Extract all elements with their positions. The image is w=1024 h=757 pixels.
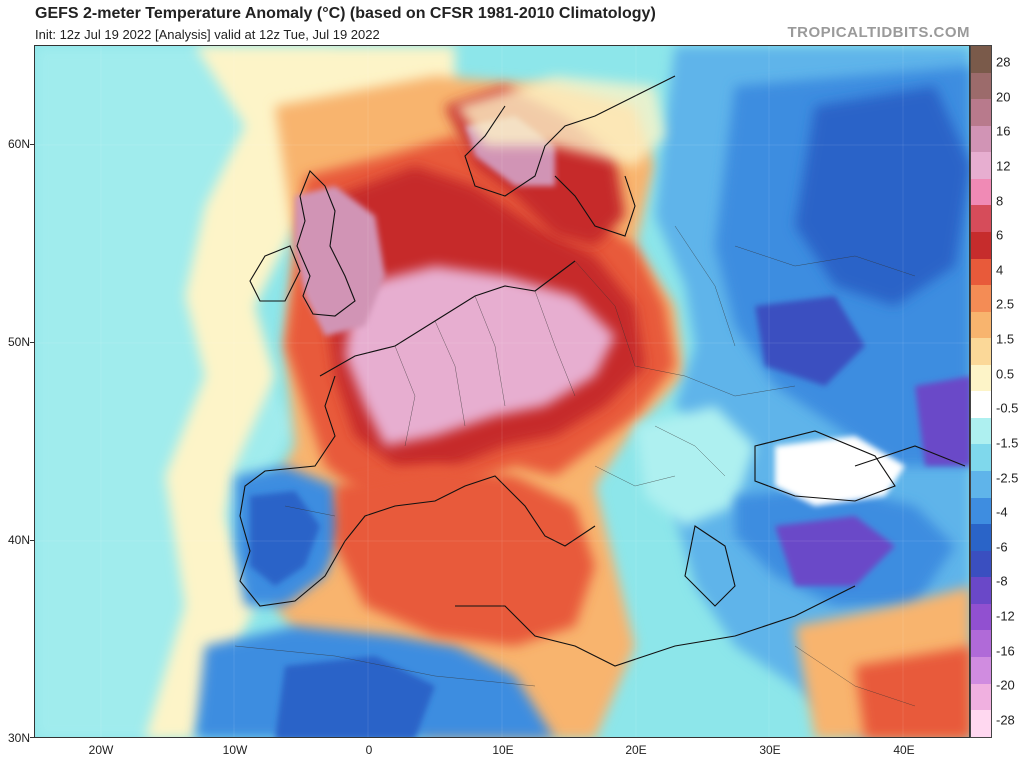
colorbar-label: -2.5 [996,470,1019,486]
colorbar-label: -16 [996,643,1015,659]
colorbar-segment [971,710,991,737]
lat-label-40n: 40N [7,533,30,547]
colorbar-segment [971,338,991,365]
colorbar-label: -8 [996,573,1008,589]
colorbar-segment [971,364,991,392]
colorbar-segment [971,178,991,206]
colorbar-segment [971,417,991,445]
lon-label-10e: 10E [492,743,514,757]
colorbar-segment [971,683,991,711]
country-borders [234,225,916,707]
colorbar-segment [971,524,991,551]
colorbar-label: 0.5 [996,366,1015,382]
lat-tick [30,342,34,343]
colorbar-segment [971,72,991,100]
colorbar-label: 20 [996,89,1011,105]
lon-label-0: 0 [365,743,373,757]
anomaly-map-canvas [35,46,969,737]
colorbar-label: 6 [996,227,1004,243]
colorbar-segment [971,311,991,339]
colorbar-label: 2.5 [996,296,1015,312]
colorbar-segment [971,630,991,657]
colorbar-segment [971,125,991,153]
colorbar-label: -0.5 [996,400,1019,416]
colorbar-segment [971,99,991,126]
lat-tick [30,144,34,145]
colorbar-segment [971,577,991,604]
lat-label-60n: 60N [7,137,30,151]
lat-label-30n: 30N [7,731,30,745]
brand-watermark: TROPICALTIDBITS.COM [787,24,970,41]
anomaly-map [34,45,970,738]
lon-label-10w: 10W [222,743,248,757]
lon-label-20w: 20W [88,743,114,757]
lon-label-30e: 30E [759,743,781,757]
colorbar-segment [971,603,991,631]
colorbar-segment [971,471,991,498]
colorbar-label: -28 [996,712,1015,728]
colorbar-label: 12 [996,158,1011,174]
colorbar-label: 8 [996,193,1004,209]
colorbar-segment [971,444,991,471]
colorbar-label: -12 [996,608,1015,624]
colorbar-segment [971,285,991,312]
colorbar-label: 16 [996,123,1011,139]
colorbar-segment [971,205,991,232]
colorbar-label: 4 [996,262,1004,278]
colorbar-label: 1.5 [996,331,1015,347]
colorbar-label: -20 [996,677,1015,693]
lon-label-40e: 40E [893,743,915,757]
colorbar-segment [971,258,991,286]
colorbar [970,45,992,738]
lon-label-20e: 20E [625,743,647,757]
colorbar-label: -4 [996,504,1008,520]
map-title: GEFS 2-meter Temperature Anomaly (°C) (b… [35,5,656,22]
colorbar-segment [971,391,991,418]
colorbar-label: -6 [996,539,1008,555]
lat-label-50n: 50N [7,335,30,349]
colorbar-label: 28 [996,54,1011,70]
colorbar-segment [971,152,991,179]
lat-tick [30,737,34,738]
graticule [35,46,969,737]
colorbar-segment [971,46,991,73]
colorbar-segment [971,231,991,259]
colorbar-segment [971,550,991,578]
colorbar-label: -1.5 [996,435,1019,451]
colorbar-segment [971,497,991,525]
colorbar-segment [971,656,991,684]
lat-tick [30,540,34,541]
map-subtitle: Init: 12z Jul 19 2022 [Analysis] valid a… [35,27,380,42]
